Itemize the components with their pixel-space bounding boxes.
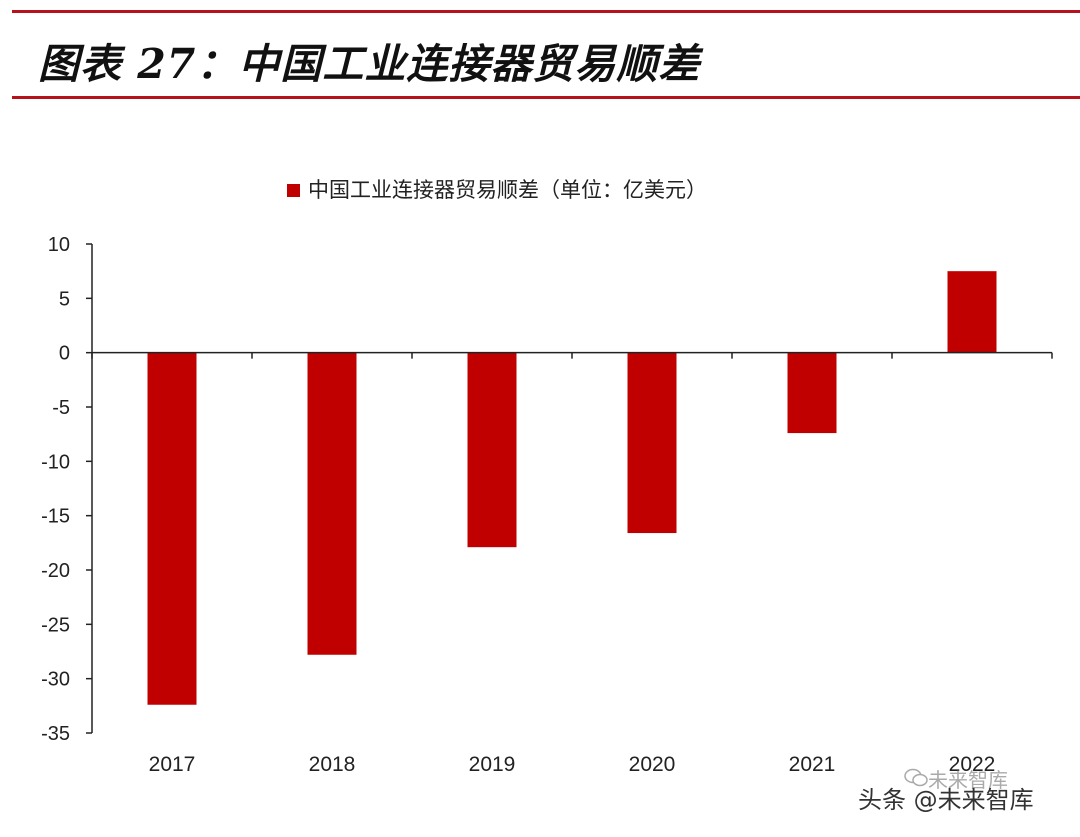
- watermark-sub: 未来智库: [928, 768, 1008, 792]
- bar-2021: [787, 352, 837, 434]
- watermark: 头条 @未来智库: [858, 786, 1034, 814]
- bar-2019: [467, 352, 517, 548]
- y-tick-label: -20: [41, 560, 70, 582]
- wechat-icon: [904, 768, 928, 787]
- x-tick-label: 2017: [149, 753, 196, 776]
- x-tick-label: 2022: [949, 753, 996, 776]
- y-tick-label: -5: [52, 397, 70, 419]
- x-tick-label: 2020: [629, 753, 676, 776]
- y-tick-label: -15: [41, 506, 70, 528]
- legend-swatch: [287, 184, 300, 197]
- x-tick-label: 2021: [789, 753, 836, 776]
- legend-label: 中国工业连接器贸易顺差（单位：亿美元）: [308, 178, 707, 202]
- bar-2022: [947, 271, 997, 353]
- title-divider: [12, 96, 1080, 99]
- y-tick-label: -30: [41, 669, 70, 691]
- y-tick-label: 10: [48, 234, 70, 256]
- figure-title: 图表 27：中国工业连接器贸易顺差: [38, 40, 701, 88]
- y-tick-label: -35: [41, 723, 70, 745]
- bar-2018: [307, 352, 357, 655]
- y-tick-label: -10: [41, 451, 70, 473]
- x-tick-label: 2018: [309, 753, 356, 776]
- x-tick-label: 2019: [469, 753, 516, 776]
- bar-2020: [627, 352, 677, 534]
- y-tick-label: 0: [59, 343, 70, 365]
- bar-2017: [147, 352, 197, 705]
- y-tick-label: -25: [41, 614, 70, 636]
- top-divider: [12, 10, 1080, 13]
- y-tick-label: 5: [59, 288, 70, 310]
